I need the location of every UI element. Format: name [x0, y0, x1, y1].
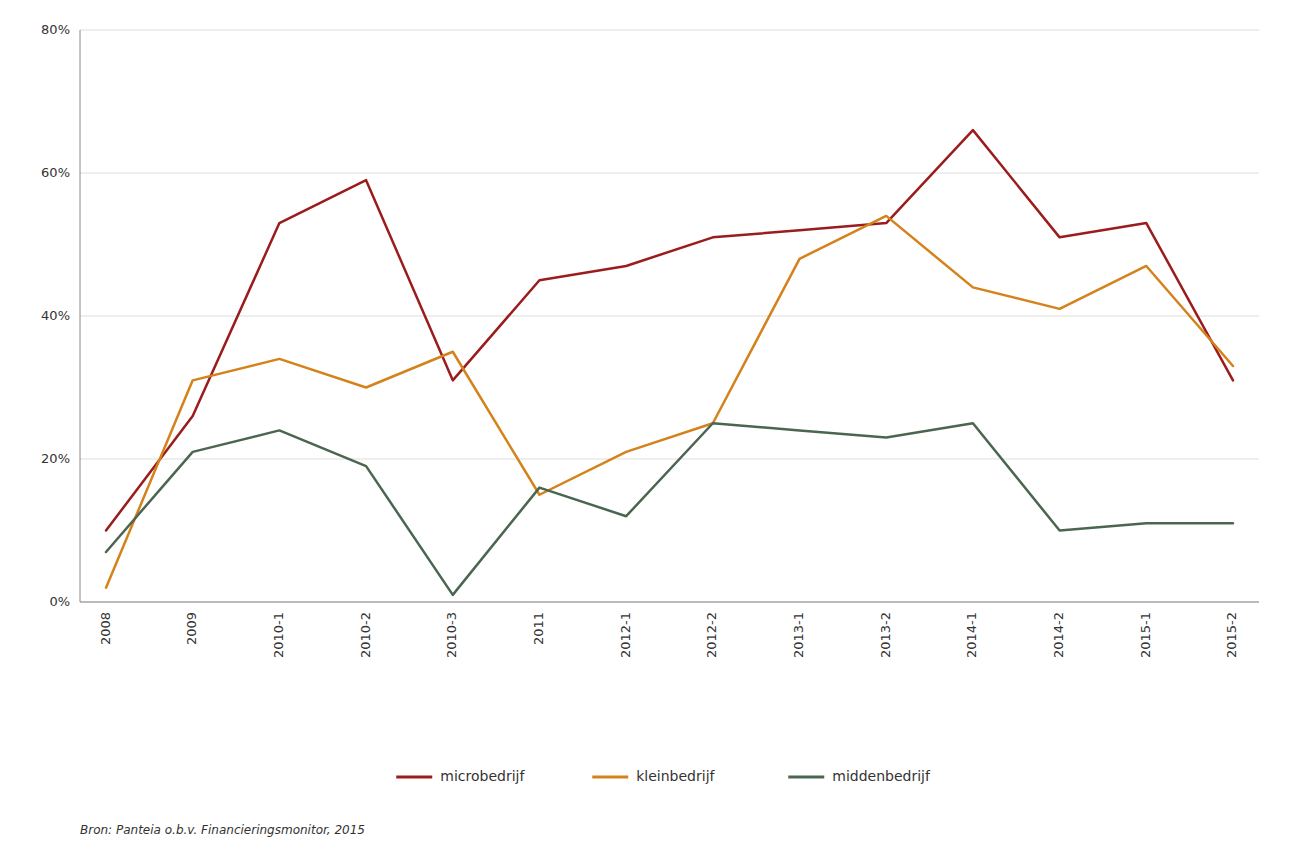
y-tick-label: 60% [41, 165, 70, 180]
grid-line [80, 602, 1259, 603]
legend-label: microbedrijf [440, 768, 525, 784]
x-tick-label: 2010-2 [358, 612, 373, 658]
x-tick-label: 2013-1 [791, 612, 806, 658]
grid-line [80, 30, 1259, 31]
y-axis-line [80, 30, 81, 602]
y-tick-label: 20% [41, 451, 70, 466]
x-tick-label: 2014-1 [964, 612, 979, 658]
x-tick-label: 2014-2 [1051, 612, 1066, 658]
legend-swatch [396, 776, 432, 779]
x-tick-label: 2011 [531, 612, 546, 645]
y-tick-label: 0% [49, 594, 70, 609]
chart-container: 0% 20% 40% 60% 80% 2008 2009 2010-1 2010-2 2010-3… [0, 0, 1299, 852]
x-tick-label: 2010-3 [444, 612, 459, 658]
y-tick-label: 40% [41, 308, 70, 323]
x-tick-label: 2012-2 [704, 612, 719, 658]
chart: 0% 20% 40% 60% 80% 2008 2009 2010-1 2010-2 2010-3… [0, 0, 1299, 852]
legend-swatch [788, 776, 824, 779]
y-tick-label: 80% [41, 22, 70, 37]
grid-line [80, 459, 1259, 460]
legend-swatch [592, 776, 628, 779]
line [106, 423, 1233, 595]
legend: microbedrijf kleinbedrijf middenbedrijf [396, 768, 931, 784]
source-text: Bron: Panteia o.b.v. Financieringsmonito… [80, 823, 365, 837]
grid [80, 30, 1259, 602]
x-tick-label: 2009 [184, 612, 199, 645]
line [106, 216, 1233, 588]
x-tick-label: 2015-2 [1224, 612, 1239, 658]
series-lines [106, 130, 1233, 595]
axes: 0% 20% 40% 60% 80% 2008 2009 2010-1 2010-2 2010-3… [41, 22, 1259, 659]
x-tick-label: 2010-1 [271, 612, 286, 658]
x-tick-label: 2012-1 [618, 612, 633, 658]
grid-line [80, 316, 1259, 317]
legend-label: kleinbedrijf [636, 768, 715, 784]
grid-line [80, 173, 1259, 174]
x-tick-label: 2015-1 [1138, 612, 1153, 658]
x-tick-label: 2008 [98, 612, 113, 645]
x-tick-label: 2013-2 [878, 612, 893, 658]
legend-label: middenbedrijf [832, 768, 931, 784]
x-axis-line [80, 602, 1259, 603]
